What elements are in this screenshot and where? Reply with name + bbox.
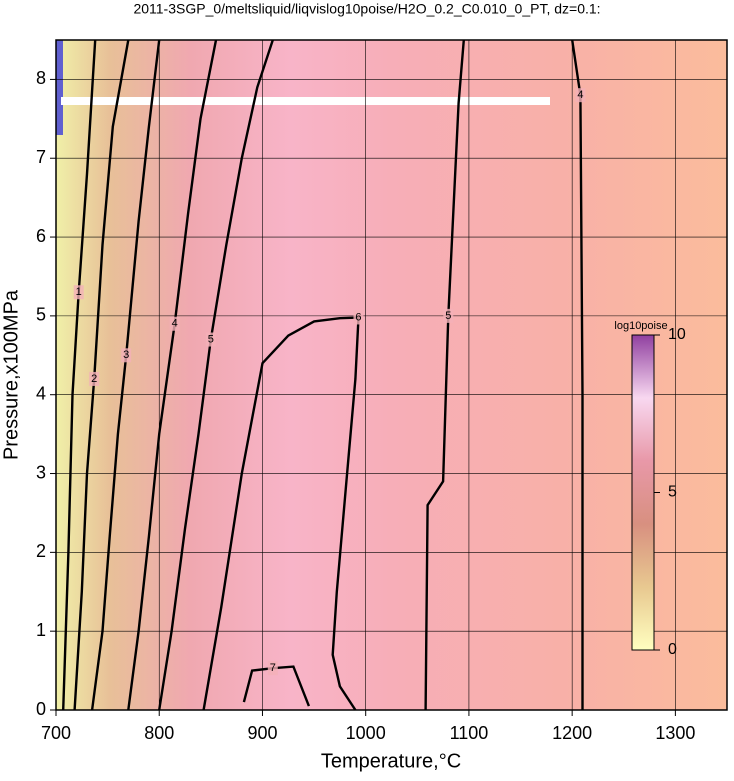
y-tick-label: 6 [36,226,46,246]
y-axis-label: Pressure,x100MPa [0,289,22,460]
missing-band [61,97,550,105]
colorbar-label: log10poise [614,320,667,332]
contour-label: 5 [208,333,214,345]
contour-line [424,39,465,711]
contour-label-bg [205,332,216,347]
colorbar-tick-label: 10 [668,326,686,343]
x-tick-label: 1100 [450,723,489,743]
contour-line [62,39,97,711]
contour-label: 5 [445,310,451,322]
contour-label: 4 [172,318,178,330]
contour-label: 1 [76,286,82,298]
contour-label-bg [575,88,586,103]
x-tick-label: 1000 [346,723,386,743]
contour-label-bg [121,348,132,363]
contour-label-bg [169,316,180,331]
plot-background [56,40,727,710]
y-tick-label: 1 [36,620,46,640]
x-tick-label: 700 [41,723,71,743]
high-value-patch [56,40,63,135]
contour-label: 6 [355,311,361,323]
y-tick-label: 0 [36,699,46,719]
colorbar-tick-label: 5 [668,484,677,501]
x-tick-label: 1300 [655,723,695,743]
contour-line [202,316,360,711]
plot-frame [55,39,728,711]
x-tick-label: 1200 [552,723,592,743]
contour-label-bg [73,285,84,300]
y-tick-label: 8 [36,68,46,88]
contour-label: 4 [577,89,583,101]
y-tick-label: 3 [36,462,46,482]
contour-line [571,39,584,710]
contour-label: 3 [123,349,129,361]
x-axis-label: Temperature,°C [321,750,461,772]
contour-line [90,39,161,711]
x-tick-label: 800 [144,723,174,743]
x-tick-label: 900 [247,723,277,743]
contour-label-bg [353,310,364,325]
contour-label-bg [267,661,278,676]
y-tick-label: 7 [36,147,46,167]
colorbar-tick-label: 0 [668,641,677,658]
contour-label-bg [89,371,100,386]
y-tick-label: 2 [36,541,46,561]
contour-label: 7 [270,662,276,674]
chart-title: 2011-3SGP_0/meltsliquid/liqvislog10poise… [133,1,600,17]
contour-label-bg [443,308,454,323]
y-tick-label: 4 [36,383,46,403]
contour-label: 2 [91,373,97,385]
colorbar [631,334,655,651]
y-tick-label: 5 [36,305,46,325]
contour-line [127,39,218,711]
